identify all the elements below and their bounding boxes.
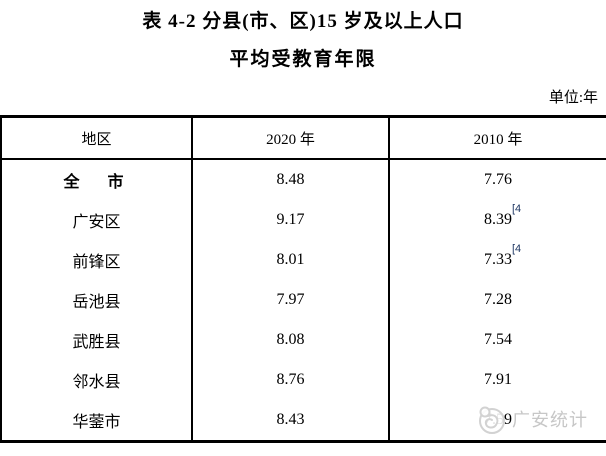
value-2010-cell: 7.33 [4: [390, 240, 606, 280]
value-2010-cell: 7.54: [390, 320, 606, 360]
footnote-ref: [4: [512, 203, 522, 215]
value-2020-cell: 8.01: [193, 240, 390, 280]
value-2010: 7.33 [4: [484, 243, 522, 269]
table-row-linshui: 邻水县 8.76 7.91: [2, 360, 606, 400]
footnote-ref: [4: [512, 243, 522, 255]
page-title-line2: 平均受教育年限: [229, 49, 377, 70]
value-2010: 8.39 [4: [484, 203, 522, 229]
header-2020: 2020 年: [193, 118, 390, 158]
value-2010: 7.91: [484, 371, 512, 388]
value-2010: 7.28: [484, 291, 512, 308]
value-2020-cell: 8.08: [193, 320, 390, 360]
value-2010-cell: 8.39 [4: [390, 200, 606, 240]
region-cell: 前锋区: [2, 240, 193, 280]
header-2010: 2010 年: [473, 131, 523, 148]
unit-label: 单位:年: [548, 90, 598, 106]
value-2020-cell: 7.97: [193, 280, 390, 320]
statistics-table: 地区 2020 年 2010 年 全 市 8.48 7.76 广安区 9.17 …: [0, 115, 606, 443]
table-row-guangan: 广安区 9.17 8.39 [4: [2, 200, 606, 240]
value-2010-cell: 7.76: [390, 160, 606, 200]
region-cell: 广安区: [2, 200, 193, 240]
value-2010-cell: 7.91: [390, 360, 606, 400]
value-2010-cell: 7.28: [390, 280, 606, 320]
region-cell: 岳池县: [2, 280, 193, 320]
value-2010: 7.54: [484, 331, 512, 348]
value-2020-cell: 9.17: [193, 200, 390, 240]
table-row-wusheng: 武胜县 8.08 7.54: [2, 320, 606, 360]
value-2010: 7.76: [484, 171, 512, 188]
region-cell: 华蓥市: [2, 400, 193, 440]
table-row-yuechi: 岳池县 7.97 7.28: [2, 280, 606, 320]
region-cell: 武胜县: [2, 320, 193, 360]
value-2020-cell: 8.76: [193, 360, 390, 400]
region-cell: 邻水县: [2, 360, 193, 400]
header-region: 地区: [2, 118, 193, 158]
region-cell: 全 市: [2, 160, 193, 200]
watermark-logo-icon: [474, 403, 508, 437]
table-header-row: 地区 2020 年 2010 年: [2, 118, 606, 160]
table-row-qianfeng: 前锋区 8.01 7.33 [4: [2, 240, 606, 280]
value-2020-cell: 8.48: [193, 160, 390, 200]
page-title-line1: 表 4-2 分县(市、区)15 岁及以上人口: [142, 11, 464, 32]
table-row-quanshi: 全 市 8.48 7.76: [2, 160, 606, 200]
value-2020-cell: 8.43: [193, 400, 390, 440]
watermark: 广安统计: [474, 403, 588, 437]
watermark-label: 广安统计: [512, 410, 588, 430]
